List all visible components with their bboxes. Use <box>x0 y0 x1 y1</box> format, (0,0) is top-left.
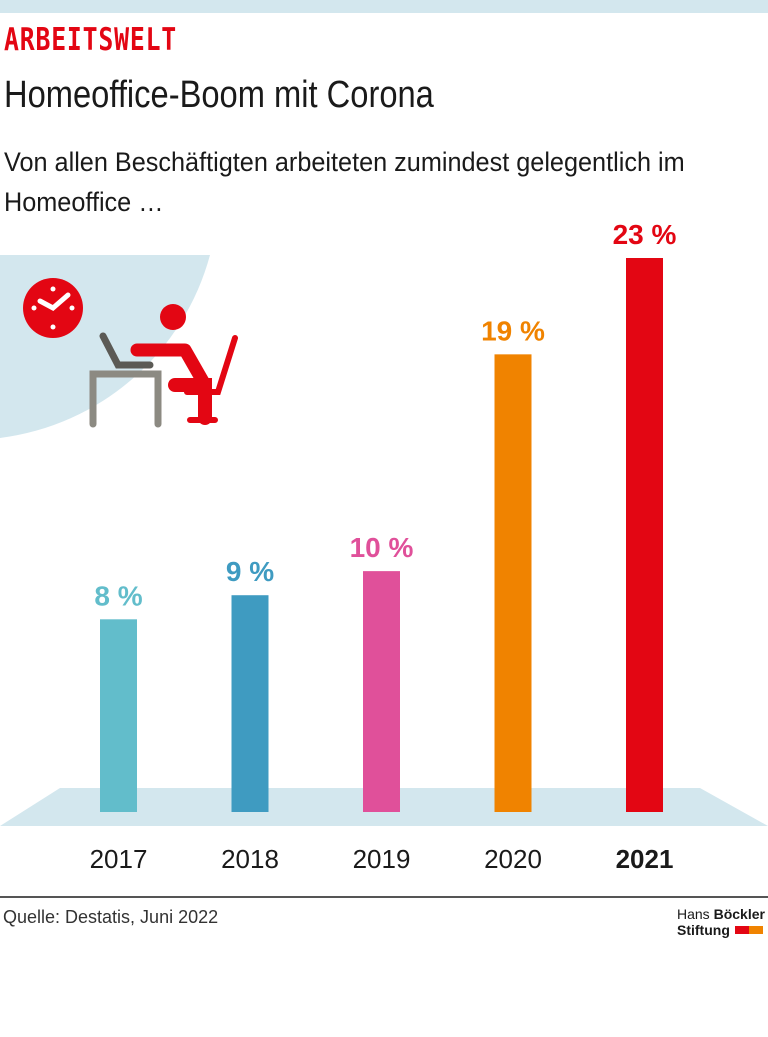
subtitle: Von allen Beschäftigten arbeiteten zumin… <box>4 147 685 217</box>
bar-2019 <box>363 571 400 812</box>
page-title: Homeoffice-Boom mit Corona <box>4 74 434 116</box>
x-tick-2021: 2021 <box>616 844 674 874</box>
logo-orange-square <box>749 926 763 934</box>
person-at-laptop-icon <box>89 304 238 428</box>
logo-text-boeckler: Böckler <box>713 906 765 922</box>
hans-boeckler-stiftung-logo: Hans Böckler Stiftung <box>677 906 765 938</box>
x-tick-2020: 2020 <box>484 844 542 874</box>
footer-divider <box>0 896 768 898</box>
source-note: Quelle: Destatis, Juni 2022 <box>3 907 219 927</box>
data-label-2018: 9 % <box>226 556 274 587</box>
logo-text-hans: Hans <box>677 906 714 922</box>
logo-red-square <box>735 926 749 934</box>
clock-icon <box>23 278 83 338</box>
top-bar <box>0 0 768 13</box>
data-label-2021: 23 % <box>613 219 677 250</box>
bar-2018 <box>231 595 269 812</box>
x-tick-2017: 2017 <box>90 844 148 874</box>
x-tick-2018: 2018 <box>221 844 279 874</box>
kicker: ARBEITSWELT <box>4 22 178 58</box>
logo-text-stiftung: Stiftung <box>677 922 730 938</box>
bar-2017 <box>100 619 137 812</box>
bar-2020 <box>494 354 532 812</box>
data-label-2019: 10 % <box>350 532 414 563</box>
bar-2021 <box>626 258 663 812</box>
data-label-2020: 19 % <box>481 315 545 346</box>
x-tick-2019: 2019 <box>353 844 411 874</box>
bar-chart: 8 % 2017 9 % 2018 10 % 2019 19 % 2020 23 % 2021 <box>0 219 768 874</box>
data-label-2017: 8 % <box>94 580 142 611</box>
